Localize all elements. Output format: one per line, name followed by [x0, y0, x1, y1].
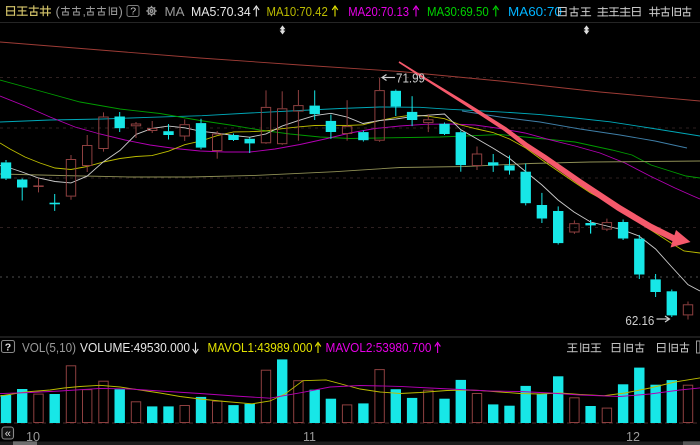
svg-text:(: (	[56, 4, 61, 19]
svg-text:VOLUME:49530.000: VOLUME:49530.000	[80, 341, 190, 355]
svg-text:10: 10	[26, 429, 40, 444]
svg-text:MAVOL1:43989.000: MAVOL1:43989.000	[208, 341, 313, 355]
svg-text:«: «	[5, 428, 11, 440]
svg-text:?: ?	[5, 342, 11, 354]
svg-text:?: ?	[130, 5, 136, 17]
svg-text:MA60:70: MA60:70	[508, 4, 562, 19]
svg-text:11: 11	[303, 429, 316, 444]
svg-text:MA5:70.34: MA5:70.34	[191, 4, 251, 19]
svg-text:MA10:70.42: MA10:70.42	[267, 4, 328, 19]
svg-text:,: ,	[83, 5, 86, 19]
svg-text:MAVOL2:53980.700: MAVOL2:53980.700	[326, 341, 432, 355]
svg-text:): )	[119, 4, 123, 19]
svg-text:MA20:70.13: MA20:70.13	[348, 4, 409, 19]
svg-text:MA: MA	[165, 4, 185, 19]
svg-text:MA30:69.50: MA30:69.50	[427, 4, 489, 19]
svg-text:VOL(5,10): VOL(5,10)	[22, 341, 76, 355]
svg-text:62.16: 62.16	[625, 313, 654, 328]
svg-text:71.99: 71.99	[396, 71, 425, 86]
svg-text:12: 12	[626, 429, 640, 444]
